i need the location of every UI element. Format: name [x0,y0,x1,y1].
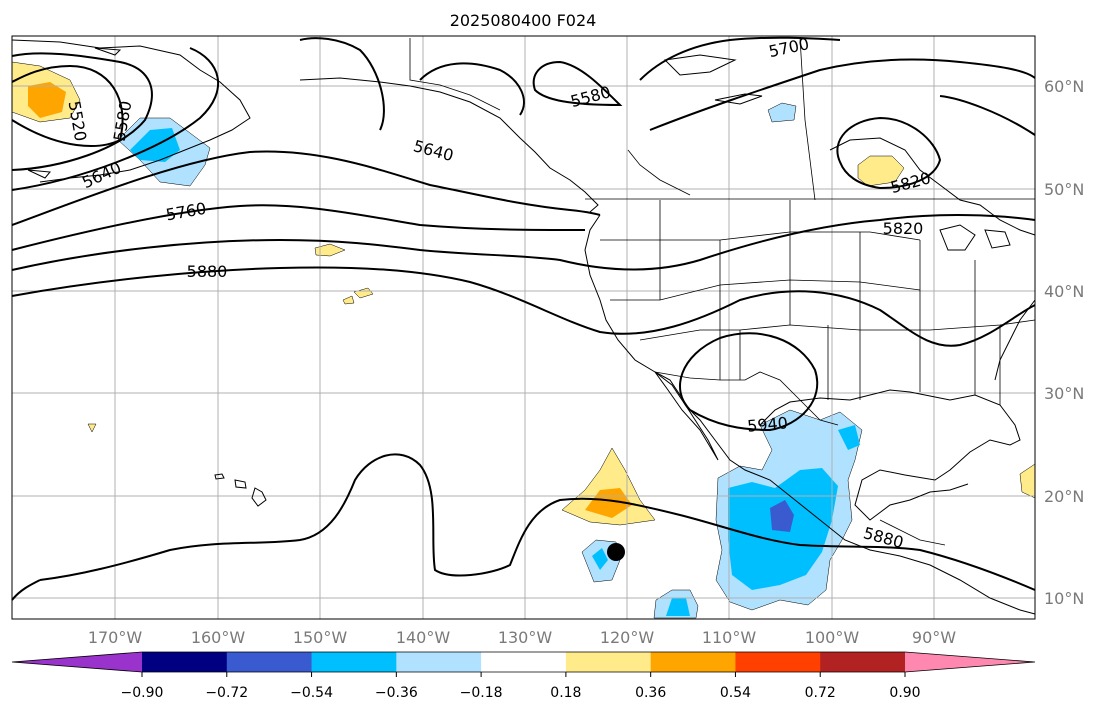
longitude-labels: 170°W 160°W 150°W 140°W 130°W 120°W 110°… [88,628,956,647]
colorbar-tick-label: 0.72 [805,685,836,701]
colorbar-segment [565,652,652,672]
colorbar-segment [735,652,821,672]
colorbar-tick-label: 0.36 [635,685,666,701]
colorbar-tick-label: 0.18 [550,685,581,701]
lon-label: 100°W [805,628,860,647]
lon-label: 140°W [396,628,451,647]
storm-center-dot [607,543,625,561]
colorbar-segment [481,652,567,672]
lon-label: 90°W [912,628,956,647]
colorbar-extend-max [905,652,1035,672]
colorbar-tick-label: −0.36 [375,685,418,701]
graticule [12,36,1035,619]
colorbar-tick-label: −0.90 [121,685,164,701]
colorbar-tick-label: 0.90 [889,685,920,701]
lat-label: 10°N [1044,589,1084,608]
lon-label: 150°W [293,628,348,647]
lat-label: 40°N [1044,282,1084,301]
colorbar-tick-label: −0.54 [290,685,333,701]
height-contours [11,36,1036,601]
lat-label: 30°N [1044,384,1084,403]
contour-label: 5940 [746,413,788,435]
colorbar-segment [311,652,397,672]
colorbar-segment [396,652,482,672]
colorbar-segment [650,652,736,672]
colorbar-tick-label: −0.72 [205,685,248,701]
colorbar: −0.90 −0.72 −0.54 −0.36 −0.18 0.18 0.36 0.54 0.7… [11,651,1036,701]
coastlines [11,39,1036,615]
lat-label: 50°N [1044,180,1084,199]
latitude-labels: 60°N 50°N 40°N 30°N 20°N 10°N [1044,77,1084,608]
lon-label: 120°W [600,628,655,647]
lon-label: 130°W [498,628,553,647]
figure-title: 2025080400 F024 [450,11,597,30]
colorbar-segment [226,652,313,672]
colorbar-segment [820,652,906,672]
colorbar-segment [142,652,228,672]
colorbar-tick-label: 0.54 [720,685,751,701]
lat-label: 20°N [1044,487,1084,506]
lon-label: 170°W [88,628,143,647]
anomaly-fill-layer [11,61,1036,619]
colorbar-extend-min [12,652,142,672]
colorbar-tick-label: −0.18 [460,685,503,701]
lon-label: 160°W [191,628,246,647]
contour-label: 5820 [883,219,924,238]
contour-label: 5880 [187,262,228,281]
lon-label: 110°W [702,628,757,647]
map-border [11,35,1036,620]
lat-label: 60°N [1044,77,1084,96]
